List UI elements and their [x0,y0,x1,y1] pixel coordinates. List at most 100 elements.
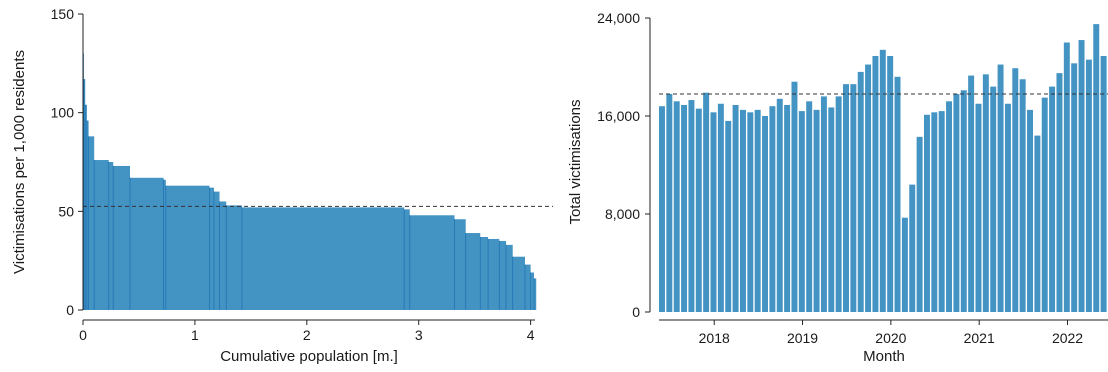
right-bar [916,136,923,312]
left-plot-area [82,53,537,311]
left-step-bar [88,136,95,310]
right-bar [894,76,901,312]
left-y-tick-label: 50 [58,203,74,219]
right-bar [747,112,754,312]
left-x-tick-label: 4 [527,327,535,343]
left-step-bar [113,165,130,310]
right-bar [1034,135,1041,312]
right-bar [990,86,997,312]
right-bar [1027,109,1033,313]
right-x-tick-label: 2019 [787,330,818,346]
right-bar [820,96,827,313]
right-bar [717,103,724,312]
right-x-axis-label: Month [863,348,905,365]
right-bar [982,74,989,312]
right-bar [703,92,710,312]
left-y-tick-label: 150 [51,6,75,22]
left-step-bar [488,238,500,310]
left-step-bar [213,191,220,310]
left-step-bar [525,264,531,310]
left-step-bar [480,236,489,310]
left-step-bar [86,120,89,310]
right-bar [659,106,665,312]
left-step-bar [83,79,86,311]
left-step-bar [530,272,534,310]
right-y-tick-label: 16,000 [597,108,640,124]
left-step-bar [108,162,114,310]
right-bar [1004,103,1011,312]
right-plot-area [659,24,1107,313]
right-bar [975,103,982,312]
left-step-bar [454,219,466,310]
left-step-bar [219,201,227,310]
right-bar [710,112,717,312]
right-bar [798,111,805,312]
left-x-ticks: 0 1 2 3 4 [79,320,535,343]
right-y-ticks: 0 8,000 16,000 24,000 [597,10,650,320]
right-bar [784,104,791,312]
right-x-ticks: 2018 2019 2020 2021 2022 [699,320,1083,346]
right-bar [1041,97,1048,313]
right-bar [666,93,673,312]
left-x-tick-label: 0 [79,327,87,343]
right-bar [725,120,732,313]
right-bar [931,112,938,312]
right-bar [1100,55,1107,312]
right-bar [1085,59,1092,313]
right-x-tick-label: 2020 [875,330,906,346]
right-x-tick-label: 2022 [1052,330,1083,346]
left-step-bar [165,185,210,310]
right-bar [938,111,945,312]
left-step-bar [209,187,214,310]
left-chart: 0 50 100 150 0 1 2 3 4 Cumulative population [m… [11,6,553,365]
right-bar [673,101,680,312]
right-bar [1063,42,1070,312]
right-bar [843,84,849,313]
right-bar [909,184,916,312]
right-bar [1078,40,1085,313]
right-y-axis-label: Total victimisations [567,99,584,224]
left-step-bar [130,177,164,310]
right-bar [739,109,746,313]
right-bar [1012,68,1019,312]
left-step-bar [506,244,513,310]
left-y-ticks: 0 50 100 150 [51,6,83,318]
right-x-tick-label: 2018 [699,330,730,346]
left-step-bar [94,160,109,310]
right-bar [872,55,879,312]
right-bar [695,108,702,313]
left-step-bar [499,240,506,310]
right-bar [923,114,930,312]
left-step-bar [512,256,526,310]
right-bar [968,75,975,312]
left-step-bar [241,207,405,310]
right-bar [681,104,688,312]
right-bar [901,217,908,312]
left-y-tick-label: 100 [51,105,75,121]
right-bar [857,71,864,313]
left-step-bar [163,179,166,310]
left-step-bar [226,205,242,310]
right-bar [754,109,761,313]
right-bar [946,101,953,312]
right-bar [776,98,783,312]
right-bar [688,100,695,312]
right-y-tick-label: 24,000 [597,10,640,26]
right-bar [1093,24,1100,313]
left-x-tick-label: 2 [303,327,311,343]
left-y-axis-label: Victimisations per 1,000 residents [11,50,28,274]
right-bar [879,49,886,312]
right-x-tick-label: 2021 [964,330,995,346]
right-bar [997,64,1004,312]
right-bar [1071,63,1078,312]
right-bar [1049,86,1056,312]
right-bar [887,55,894,312]
right-bar [732,104,739,312]
right-bar [835,96,842,313]
left-x-tick-label: 3 [415,327,423,343]
right-bar [953,93,960,312]
right-bar [865,64,872,312]
right-bar [806,101,813,312]
right-bar [828,107,835,313]
